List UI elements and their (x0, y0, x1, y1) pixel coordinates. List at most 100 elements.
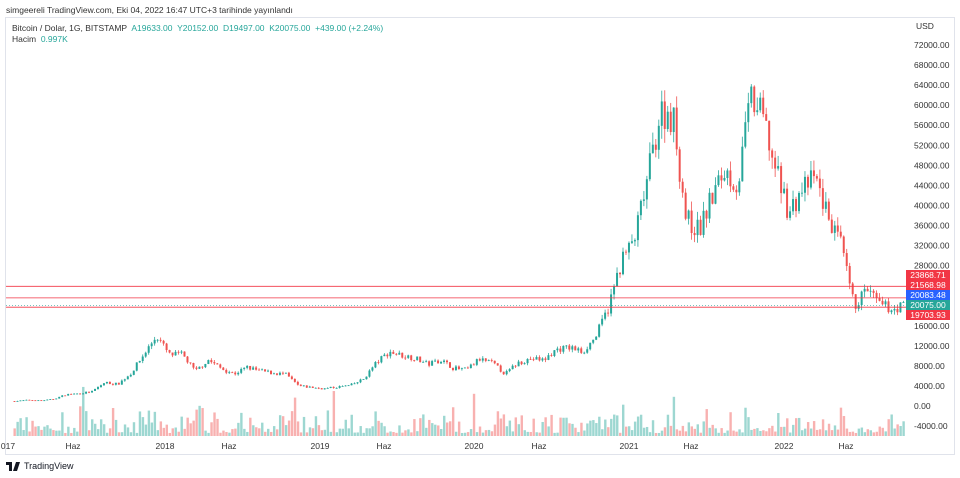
volume-bar (818, 429, 822, 436)
volume-bar (821, 419, 825, 436)
volume-bar (604, 419, 607, 436)
candle-body (550, 355, 553, 356)
volume-bar (422, 414, 425, 436)
candle-body (79, 393, 82, 395)
candle-body (296, 381, 299, 385)
candle-body (759, 97, 762, 111)
candle-body (204, 363, 207, 368)
volume-bar (320, 430, 324, 436)
volume-bar (654, 432, 658, 436)
volume-bar (16, 421, 19, 436)
candle-body (478, 359, 481, 361)
candle-body (803, 176, 806, 193)
candle-body (619, 272, 622, 275)
candle-body (729, 170, 732, 187)
volume-bar (783, 426, 786, 436)
candle-body (425, 361, 428, 363)
volume-bar (756, 428, 759, 436)
volume-bar (681, 425, 685, 436)
candle-body (642, 199, 645, 201)
candle-body (741, 146, 744, 182)
candle-body (189, 362, 192, 364)
volume-bar (556, 432, 559, 436)
candle-body (726, 170, 729, 178)
volume-bar (404, 430, 407, 436)
volume-bar (487, 429, 491, 436)
candle-body (574, 346, 577, 351)
volume-bar (854, 432, 858, 436)
candle-body (293, 378, 296, 382)
volume-bar (780, 426, 783, 436)
candle-body (58, 396, 61, 399)
volume-bar (76, 431, 79, 436)
volume-bar (270, 431, 273, 436)
candle-body (350, 383, 353, 386)
volume-bar (774, 431, 777, 436)
candle-body (258, 369, 261, 371)
volume-bar (726, 430, 729, 436)
candle-body (368, 370, 371, 377)
candle-body (499, 365, 502, 372)
candle-body (523, 363, 526, 365)
candle-body (884, 301, 887, 305)
candle-body (821, 188, 824, 209)
volume-bar (842, 416, 846, 436)
volume-bar (848, 431, 852, 436)
volume-bar (553, 432, 556, 436)
volume-bar (398, 425, 401, 436)
candle-body (896, 309, 899, 313)
volume-bar (499, 418, 503, 436)
y-tick-label: 44000.00 (914, 180, 950, 190)
volume-bar (198, 405, 201, 436)
candle-body (431, 361, 434, 366)
candle-body (305, 385, 308, 388)
close-value: K20075.00 (269, 23, 311, 33)
volume-bar (368, 428, 371, 436)
candle-body (508, 369, 511, 372)
volume-bar (123, 424, 127, 436)
volume-bar (231, 429, 234, 436)
candle-body (753, 86, 756, 113)
volume-bar (836, 429, 840, 436)
volume-bar (869, 430, 872, 436)
chart-frame[interactable] (5, 17, 955, 455)
candle-body (91, 390, 94, 393)
volume-bar (371, 426, 374, 436)
volume-bar (34, 426, 37, 436)
volume-bar (440, 428, 443, 436)
candle-body (264, 369, 267, 372)
candle-body (469, 364, 472, 369)
volume-bar (747, 417, 750, 436)
volume-bar (46, 425, 49, 436)
volume-bar (240, 412, 243, 436)
candle-body (249, 365, 252, 370)
volume-bar (502, 414, 506, 436)
volume-bar (738, 429, 741, 436)
candle-body (475, 359, 478, 365)
volume-bar (204, 430, 207, 436)
volume-bar (395, 432, 398, 436)
candle-body (49, 399, 52, 400)
candle-body (64, 395, 67, 397)
candle-body (556, 348, 559, 351)
candle-body (604, 312, 607, 319)
candle-body (890, 310, 893, 313)
volume-bar (79, 406, 82, 436)
volume-bar (633, 421, 637, 436)
candle-body (711, 192, 714, 204)
candle-body (627, 242, 630, 253)
candle-body (237, 372, 240, 375)
volume-bar (96, 429, 100, 436)
volume-bar (803, 428, 807, 436)
candle-body (463, 367, 466, 369)
volume-bar (899, 426, 902, 436)
x-tick-label: Haz (531, 441, 546, 451)
volume-bar (750, 429, 753, 436)
volume-bar (278, 415, 282, 436)
candle-body (607, 312, 610, 314)
candle-body (869, 290, 872, 292)
candle-body (287, 372, 290, 377)
volume-bar (28, 431, 31, 436)
volume-bar (484, 430, 488, 436)
